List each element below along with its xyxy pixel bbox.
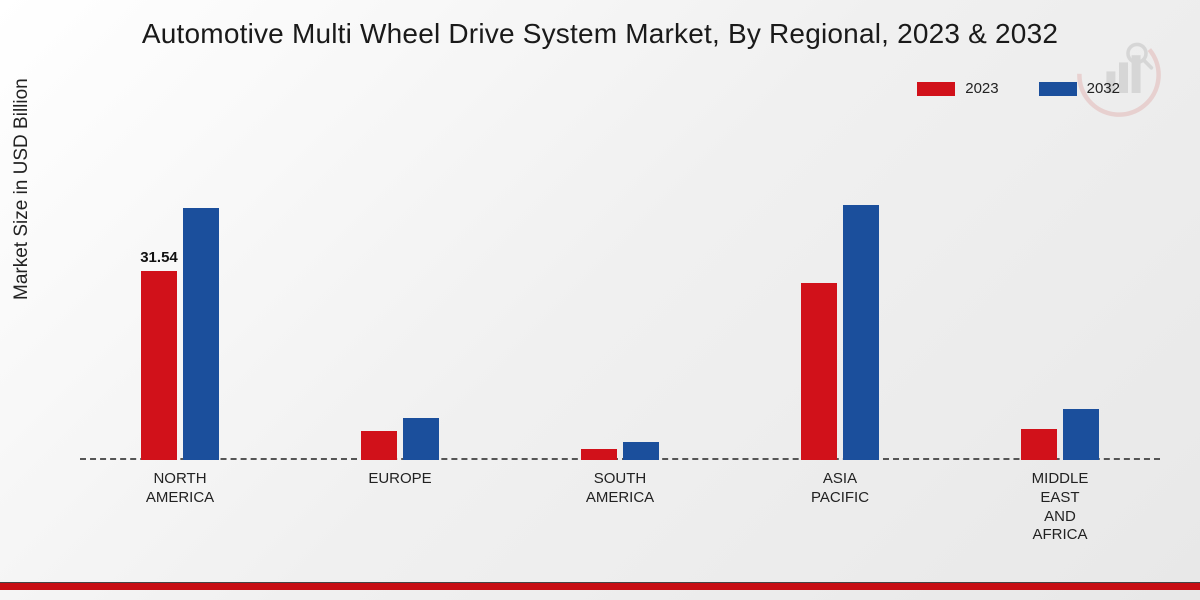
- chart-title: Automotive Multi Wheel Drive System Mark…: [0, 18, 1200, 50]
- category-label-line: SOUTH: [555, 470, 685, 489]
- category-label-line: AMERICA: [115, 489, 245, 508]
- bar-2032: [623, 442, 659, 460]
- bar-2023: [361, 431, 397, 460]
- category-label-mea: MIDDLEEASTANDAFRICA: [995, 470, 1125, 545]
- legend-swatch: [1039, 82, 1077, 96]
- bar-2023: 31.54: [141, 271, 177, 460]
- bar-2032: [1063, 409, 1099, 460]
- bar-group-asia_pacific: [780, 205, 900, 460]
- plot-area: 31.54 NORTHAMERICAEUROPESOUTHAMERICAASIA…: [80, 130, 1160, 460]
- category-label-line: EAST: [995, 489, 1125, 508]
- bar-group-mea: [1000, 409, 1120, 460]
- bar-2032: [843, 205, 879, 460]
- category-label-line: AFRICA: [995, 526, 1125, 545]
- category-label-line: AND: [995, 508, 1125, 527]
- bar-2023: [801, 283, 837, 460]
- legend-label: 2032: [1087, 80, 1120, 97]
- category-label-line: ASIA: [775, 470, 905, 489]
- category-label-line: MIDDLE: [995, 470, 1125, 489]
- legend: 2023 2032: [917, 80, 1120, 97]
- category-label-line: NORTH: [115, 470, 245, 489]
- bar-group-south_america: [560, 442, 680, 460]
- legend-swatch: [917, 82, 955, 96]
- category-label-line: PACIFIC: [775, 489, 905, 508]
- category-label-north_america: NORTHAMERICA: [115, 470, 245, 508]
- bar-2023: [1021, 429, 1057, 460]
- category-label-south_america: SOUTHAMERICA: [555, 470, 685, 508]
- legend-label: 2023: [965, 80, 998, 97]
- bar-2032: [403, 418, 439, 460]
- category-label-asia_pacific: ASIAPACIFIC: [775, 470, 905, 508]
- bar-group-north_america: 31.54: [120, 208, 240, 460]
- legend-item-2032: 2032: [1039, 80, 1120, 97]
- bar-2032: [183, 208, 219, 460]
- legend-item-2023: 2023: [917, 80, 998, 97]
- y-axis-label: Market Size in USD Billion: [11, 78, 33, 300]
- bar-value-label: 31.54: [137, 249, 181, 266]
- category-label-line: AMERICA: [555, 489, 685, 508]
- bar-2023: [581, 449, 617, 460]
- footer-accent-bar: [0, 582, 1200, 600]
- category-label-europe: EUROPE: [335, 470, 465, 489]
- bar-group-europe: [340, 418, 460, 460]
- category-label-line: EUROPE: [335, 470, 465, 489]
